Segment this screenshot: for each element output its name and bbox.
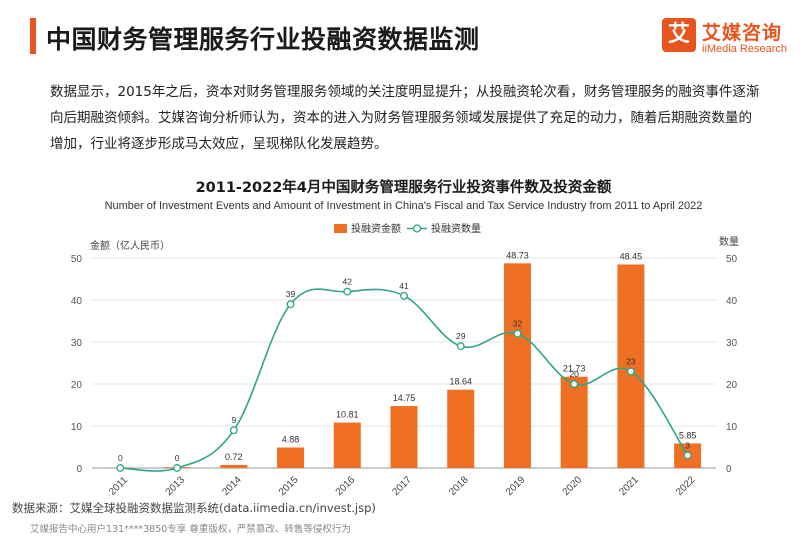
page-title: 中国财务管理服务行业投融资数据监测 bbox=[46, 25, 480, 54]
count-value-label: 39 bbox=[286, 289, 296, 299]
y-axis-title: 金额（亿人民币） bbox=[90, 239, 170, 252]
x-tick-label: 2022 bbox=[674, 474, 698, 498]
count-value-label: 41 bbox=[399, 281, 409, 291]
y2-tick-label: 40 bbox=[726, 296, 738, 307]
bar-2016 bbox=[333, 422, 361, 468]
y2-tick-label: 20 bbox=[726, 380, 738, 391]
count-point-2020 bbox=[570, 380, 579, 388]
count-value-label: 32 bbox=[513, 319, 523, 329]
y2-tick-label: 50 bbox=[726, 254, 738, 265]
logo-subtitle: iiMedia Research bbox=[702, 43, 787, 55]
legend-line-label: 投融资数量 bbox=[431, 222, 481, 235]
legend-bar-label: 投融资金额 bbox=[351, 222, 401, 235]
count-value-label: 23 bbox=[626, 356, 636, 366]
bar-value-label: 48.45 bbox=[620, 252, 643, 262]
x-tick-label: 2018 bbox=[447, 474, 471, 498]
y-tick-label: 20 bbox=[71, 380, 83, 391]
chart-subtitle: Number of Investment Events and Amount o… bbox=[104, 200, 703, 212]
x-tick-label: 2016 bbox=[334, 474, 358, 498]
bar-value-label: 14.75 bbox=[393, 393, 416, 403]
y2-axis-title: 数量 bbox=[719, 235, 739, 248]
logo-badge-icon: 艾 bbox=[662, 18, 696, 52]
x-tick-label: 2013 bbox=[164, 474, 188, 498]
x-tick-label: 2011 bbox=[107, 474, 130, 497]
y-tick-label: 0 bbox=[76, 464, 82, 475]
count-value-label: 20 bbox=[569, 369, 579, 379]
count-point-2016 bbox=[343, 287, 352, 296]
x-tick-label: 2021 bbox=[617, 474, 641, 498]
count-point-2018 bbox=[456, 342, 465, 351]
count-line bbox=[120, 288, 689, 472]
x-tick-label: 2019 bbox=[504, 474, 528, 498]
bar-2020 bbox=[560, 376, 588, 468]
x-tick-label: 2017 bbox=[390, 474, 414, 498]
header: 中国财务管理服务行业投融资数据监测 艾 艾媒咨询 iiMedia Researc… bbox=[0, 0, 807, 70]
count-point-2015 bbox=[286, 300, 295, 309]
iimedia-logo: 艾 艾媒咨询 iiMedia Research bbox=[662, 18, 797, 62]
bar-value-label: 21.73 bbox=[563, 364, 586, 374]
y2-tick-label: 10 bbox=[726, 422, 738, 433]
legend-line-marker bbox=[412, 224, 422, 233]
count-value-label: 0 bbox=[175, 453, 180, 463]
bar-2017 bbox=[390, 406, 418, 468]
x-tick-label: 2014 bbox=[220, 474, 244, 498]
count-point-2013 bbox=[173, 464, 182, 472]
count-point-2019 bbox=[513, 329, 522, 338]
y-tick-label: 10 bbox=[71, 422, 83, 433]
count-point-2021 bbox=[626, 367, 635, 376]
bar-value-label: 4.88 bbox=[282, 435, 300, 445]
count-value-label: 42 bbox=[343, 277, 353, 287]
count-point-2011 bbox=[116, 464, 125, 472]
bar-value-label: 48.73 bbox=[506, 250, 529, 260]
title-accent-bar bbox=[30, 18, 36, 54]
count-value-label: 0 bbox=[118, 453, 123, 463]
copyright-footer: 艾媒报告中心用户131****3850专享 尊重版权，严禁篡改、转售等侵权行为 bbox=[30, 524, 351, 535]
legend-bar-swatch bbox=[334, 224, 347, 233]
bar-2015 bbox=[277, 447, 305, 468]
x-tick-label: 2015 bbox=[277, 474, 301, 498]
y-tick-label: 40 bbox=[71, 296, 83, 307]
count-point-2022 bbox=[683, 451, 692, 460]
count-value-label: 29 bbox=[456, 331, 466, 341]
bar-2021 bbox=[617, 264, 645, 468]
count-value-label: 9 bbox=[231, 415, 236, 425]
y2-tick-label: 0 bbox=[726, 464, 732, 475]
chart-title: 2011-2022年4月中国财务管理服务行业投资事件数及投资金额 bbox=[195, 180, 612, 196]
bar-2018 bbox=[447, 389, 475, 468]
y2-tick-label: 30 bbox=[726, 338, 738, 349]
y-tick-label: 50 bbox=[71, 254, 83, 265]
count-point-2017 bbox=[400, 291, 408, 300]
logo-name: 艾媒咨询 bbox=[702, 22, 783, 44]
intro-paragraph: 数据显示，2015年之后，资本对财务管理服务领域的关注度明显提升；从投融资轮次看… bbox=[50, 84, 760, 152]
bar-value-label: 18.64 bbox=[449, 377, 472, 387]
x-tick-label: 2020 bbox=[561, 474, 585, 498]
count-value-label: 3 bbox=[685, 440, 690, 450]
bar-2014 bbox=[220, 464, 248, 468]
data-source: 数据来源：艾媒全球投融资数据监测系统(data.iimedia.cn/inves… bbox=[12, 501, 376, 515]
bar-2019 bbox=[503, 263, 531, 468]
count-point-2014 bbox=[229, 426, 238, 435]
bar-value-label: 10.81 bbox=[336, 410, 359, 420]
y-tick-label: 30 bbox=[71, 338, 83, 349]
bar-value-label: 5.85 bbox=[679, 430, 697, 440]
bar-value-label: 0.72 bbox=[225, 452, 243, 462]
